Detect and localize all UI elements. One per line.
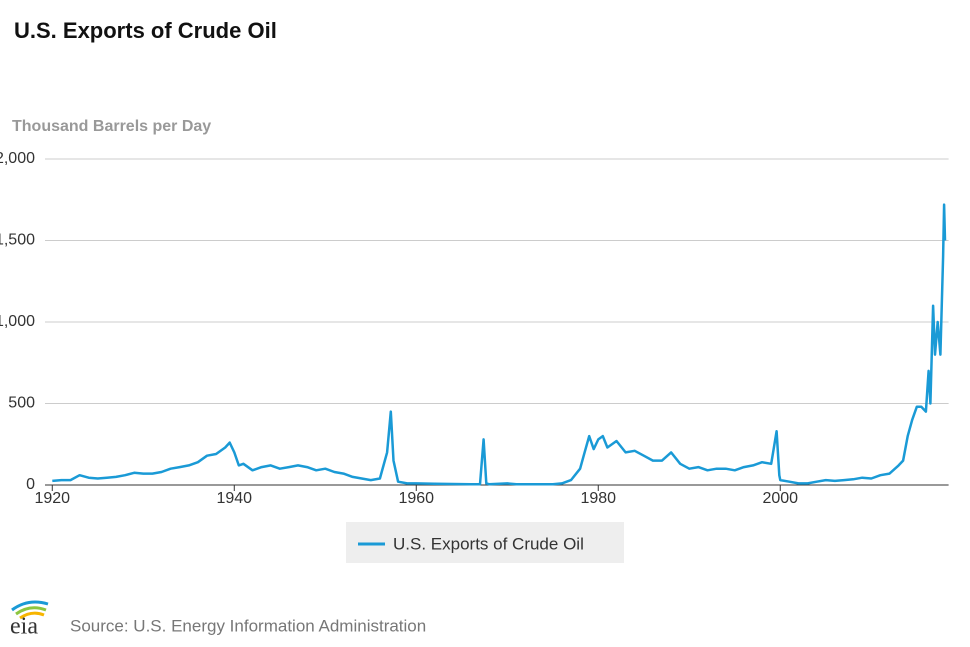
x-tick-label: 1960 [398, 490, 434, 507]
x-tick-label: 2000 [762, 490, 798, 507]
y-tick-label: 0 [26, 476, 35, 493]
source: Source: U.S. Energy Information Administ… [70, 616, 426, 635]
x-tick-label: 1980 [580, 490, 616, 507]
y-axis-label: Thousand Barrels per Day [12, 118, 211, 135]
y-tick-label: 500 [8, 395, 35, 412]
y-tick-label: 1,000 [0, 313, 35, 330]
logo-text: eia [10, 614, 38, 640]
logo: eia [10, 600, 49, 640]
data-line [52, 203, 947, 486]
legend-label: U.S. Exports of Crude Oil [393, 534, 584, 553]
legend-box [346, 522, 624, 563]
y-tick-label: 2,000 [0, 150, 35, 167]
y-tick-label: 1,500 [0, 232, 35, 249]
x-tick-label: 1920 [34, 490, 70, 507]
chart-title: U.S. Exports of Crude Oil [14, 18, 277, 43]
x-tick-label: 1940 [216, 490, 252, 507]
